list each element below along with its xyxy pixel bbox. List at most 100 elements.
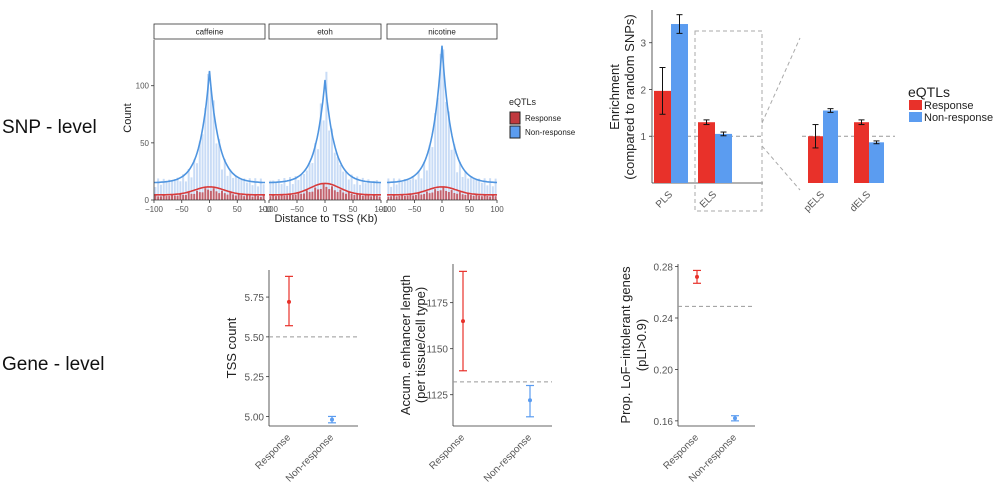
histogram-bar-response <box>280 194 283 200</box>
histogram-bar-non-response <box>221 169 223 200</box>
bar-response <box>854 122 869 183</box>
y-axis-title: Prop. LoF−intolerant genes <box>618 266 633 424</box>
histogram-bar-non-response <box>171 180 174 200</box>
histogram-bar-non-response <box>319 103 322 200</box>
histogram-bar-response <box>173 195 176 200</box>
histogram-bar-response <box>494 196 497 200</box>
histogram-bar-response <box>232 194 235 200</box>
histogram-bar-response <box>212 188 215 200</box>
point-response <box>287 299 291 304</box>
histogram-bar-non-response <box>336 157 339 200</box>
histogram-bar-non-response <box>168 179 171 200</box>
histogram-bar-non-response <box>350 174 353 200</box>
histogram-bar-response <box>198 192 201 200</box>
y-axis-subtitle: (per tissue/cell type) <box>413 287 428 403</box>
legend-swatch-non-response <box>909 112 922 122</box>
histogram-bar-response <box>305 190 308 200</box>
histogram-bar-response <box>207 189 210 200</box>
histogram-bar-response <box>469 195 472 200</box>
histogram-bar-response <box>483 194 486 200</box>
y-tick-label: 0 <box>145 196 150 205</box>
histogram-bar-response <box>447 192 450 200</box>
histogram-bar-response <box>336 191 339 200</box>
histogram-bar-response <box>283 195 286 200</box>
histogram-bar-non-response <box>392 178 395 200</box>
histogram-bar-response <box>414 194 417 200</box>
histogram-bar-non-response <box>179 181 182 200</box>
facet-strip-label: nicotine <box>428 28 456 37</box>
histogram-bar-non-response <box>251 185 254 200</box>
histogram-bar-non-response <box>480 182 483 200</box>
x-tick-label: 100 <box>258 205 272 214</box>
histogram-bar-non-response <box>157 178 160 200</box>
x-tick-label: 0 <box>207 205 212 214</box>
histogram-bar-non-response <box>232 177 235 200</box>
bar-response <box>698 122 715 183</box>
histogram-bar-non-response <box>489 178 492 200</box>
y-tick-label: 3 <box>640 39 646 50</box>
histogram-bar-non-response <box>401 182 404 200</box>
histogram-bar-response <box>154 195 157 200</box>
histogram-bar-non-response <box>370 181 373 200</box>
histogram-bar-response <box>431 192 434 200</box>
histogram-bar-response <box>390 196 393 200</box>
histogram-bar-response <box>196 190 198 200</box>
histogram-bar-response <box>370 196 373 200</box>
histogram-bar-non-response <box>187 168 190 200</box>
x-tick-label: −100 <box>260 205 279 214</box>
histogram-bar-response <box>395 196 398 200</box>
histogram-bar-non-response <box>193 159 196 200</box>
y-axis-subtitle: (compared to random SNPs) <box>622 14 637 179</box>
histogram-bar-non-response <box>204 107 207 200</box>
facet-strip-label: etoh <box>317 28 333 37</box>
histogram-bar-response <box>398 195 401 200</box>
x-tick-label: −50 <box>408 205 422 214</box>
histogram-bar-non-response <box>286 185 289 200</box>
histogram-bar-response <box>251 196 254 200</box>
histogram-bar-non-response <box>245 182 248 200</box>
density-line-response <box>386 186 498 196</box>
histogram-bar-non-response <box>475 179 478 200</box>
histogram-bar-response <box>245 194 248 200</box>
histogram-bar-non-response <box>458 161 461 200</box>
histogram-bar-response <box>243 196 246 200</box>
histogram-bar-response <box>342 192 345 200</box>
histogram-bar-non-response <box>461 176 464 200</box>
histogram-bar-response <box>184 194 187 200</box>
histogram-bar-response <box>226 194 229 200</box>
histogram-bar-non-response <box>398 178 401 200</box>
legend-title: eQTLs <box>908 84 950 100</box>
histogram-bar-response <box>387 196 390 200</box>
histogram-bar-response <box>319 188 322 200</box>
histogram-bar-non-response <box>176 177 179 200</box>
bar-non-response <box>671 24 688 184</box>
histogram-bar-response <box>480 196 483 200</box>
histogram-bar-non-response <box>447 111 450 200</box>
y-tick-label: 50 <box>140 139 149 148</box>
histogram-bar-non-response <box>375 180 378 200</box>
y-axis-title: TSS count <box>224 317 239 378</box>
histogram-bar-non-response <box>226 175 229 200</box>
y-tick-label: 0.16 <box>654 417 674 428</box>
zoom-connector <box>761 37 801 124</box>
histogram-bar-response <box>240 195 243 200</box>
histogram-bar-response <box>165 196 168 200</box>
histogram-bar-non-response <box>403 179 406 200</box>
x-tick-label: Response <box>662 432 702 472</box>
histogram-bar-response <box>190 193 193 200</box>
histogram-bar-non-response <box>353 184 356 200</box>
histogram-bar-response <box>303 193 305 200</box>
histogram-bar-non-response <box>209 87 212 200</box>
density-line-non-response <box>268 79 382 184</box>
histogram-bar-non-response <box>314 143 317 200</box>
histogram-bar-non-response <box>373 180 375 200</box>
histogram-bar-response <box>453 192 456 200</box>
legend-label-non-response: Non-response <box>924 112 993 124</box>
histogram-bar-non-response <box>494 178 497 200</box>
histogram-bar-response <box>436 191 439 200</box>
histogram-bar-response <box>442 186 445 200</box>
histogram-bar-non-response <box>345 171 347 200</box>
bar-non-response <box>869 142 884 183</box>
histogram-bar-non-response <box>425 170 428 200</box>
point-non-response <box>733 416 737 421</box>
